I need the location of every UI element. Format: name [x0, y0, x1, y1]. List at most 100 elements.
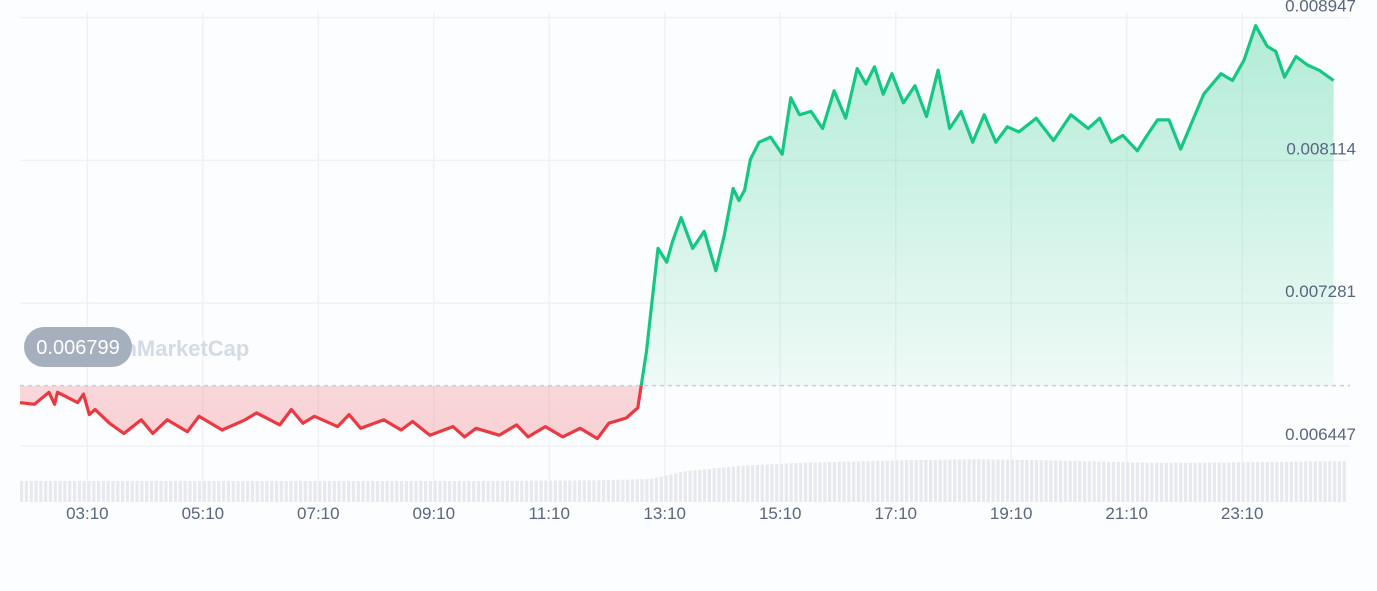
volume-bar	[1183, 462, 1188, 502]
volume-bar	[20, 481, 24, 502]
volume-bar	[544, 480, 548, 502]
price-line[interactable]	[19, 24, 1335, 441]
volume-bar	[308, 481, 312, 502]
volume-bar	[746, 465, 750, 502]
volume-bar	[871, 461, 875, 502]
volume-bar	[1092, 461, 1096, 502]
volume-bar	[1097, 461, 1101, 502]
volume-bar	[1256, 462, 1260, 502]
volume-bar	[659, 476, 663, 502]
volume-bar	[448, 481, 452, 502]
price-line-down[interactable]	[19, 26, 1334, 441]
volume-bar	[29, 481, 33, 502]
volume-bar	[164, 481, 168, 502]
volume-bar	[765, 464, 769, 502]
volume-bar	[563, 480, 567, 502]
volume-bar	[274, 481, 279, 502]
volume-bar	[1174, 462, 1178, 502]
volume-bar	[1039, 460, 1043, 502]
volume-bar	[1179, 462, 1183, 502]
volume-bar	[279, 481, 283, 502]
volume-bar	[674, 473, 678, 502]
volume-bar	[1131, 462, 1135, 502]
volume-bar	[861, 461, 865, 502]
volume-bar	[654, 477, 659, 502]
volume-bar	[212, 481, 216, 502]
volume-bar	[462, 481, 466, 502]
volume-bar	[284, 481, 288, 502]
volume-bar	[539, 480, 543, 502]
volume-bar	[568, 480, 572, 502]
volume-bar	[197, 481, 202, 502]
volume-bar	[1102, 461, 1106, 502]
volume-bar	[207, 481, 211, 502]
reference-price-badge-text: 0.006799	[36, 337, 119, 359]
volume-bar	[1082, 461, 1087, 502]
volume-bar	[981, 459, 986, 502]
volume-bar	[433, 481, 437, 502]
volume-bar	[799, 462, 803, 502]
volume-bar	[236, 481, 240, 502]
volume-bar	[1265, 462, 1269, 502]
volume-bar	[1323, 461, 1327, 502]
volume-bar	[183, 481, 187, 502]
volume-bar	[1275, 461, 1279, 502]
volume-bar	[1342, 461, 1346, 502]
volume-bar	[933, 459, 938, 502]
volume-bar	[722, 467, 726, 502]
volume-bar	[457, 481, 461, 502]
volume-bar	[438, 481, 442, 502]
volume-bar	[693, 470, 697, 502]
volume-bar	[318, 481, 322, 502]
volume-bar	[77, 481, 81, 502]
volume-bar	[895, 460, 899, 502]
volume-bar	[265, 481, 269, 502]
volume-bar	[1212, 462, 1216, 502]
volume-bar	[1145, 462, 1149, 502]
volume-bar	[414, 481, 418, 502]
volume-bar	[101, 481, 105, 502]
volume-bar	[529, 480, 534, 502]
price-area-down	[20, 385, 1334, 439]
volume-bar	[303, 481, 307, 502]
volume-bar	[1251, 462, 1255, 502]
volume-bar	[943, 459, 947, 502]
volume-bar	[755, 464, 760, 502]
volume-bar	[789, 463, 793, 502]
volume-bar	[1294, 461, 1298, 502]
volume-bar	[606, 480, 610, 502]
volume-bar	[375, 481, 380, 502]
volume-bar	[1188, 462, 1192, 502]
volume-bar	[880, 460, 885, 502]
volume-bar	[481, 481, 485, 502]
volume-bar	[515, 480, 519, 502]
volume-bar	[510, 480, 514, 502]
volume-bar	[1121, 462, 1125, 502]
volume-bar	[409, 481, 413, 502]
volume-bar	[1280, 461, 1284, 502]
volume-bar	[1193, 462, 1197, 502]
volume-bar	[1164, 462, 1168, 502]
volume-bar	[250, 481, 255, 502]
x-tick-label: 07:10	[297, 504, 340, 523]
volume-bar	[914, 460, 918, 502]
volume-bar	[702, 469, 707, 502]
volume-bar	[1078, 461, 1082, 502]
volume-bar	[1063, 460, 1067, 502]
volume-bar	[260, 481, 264, 502]
volume-bar	[39, 481, 43, 502]
volume-bar	[813, 462, 817, 502]
volume-bar	[996, 459, 1000, 502]
volume-bar	[741, 465, 745, 502]
volume-bar	[34, 481, 38, 502]
volume-bar	[1299, 461, 1303, 502]
volume-bar	[616, 479, 620, 502]
volume-bar	[717, 467, 721, 502]
volume-bar	[1111, 461, 1115, 502]
price-line-up[interactable]	[20, 24, 1335, 439]
x-tick-label: 09:10	[413, 504, 456, 523]
volume-bar	[1126, 462, 1130, 502]
volume-bar	[1284, 461, 1289, 502]
